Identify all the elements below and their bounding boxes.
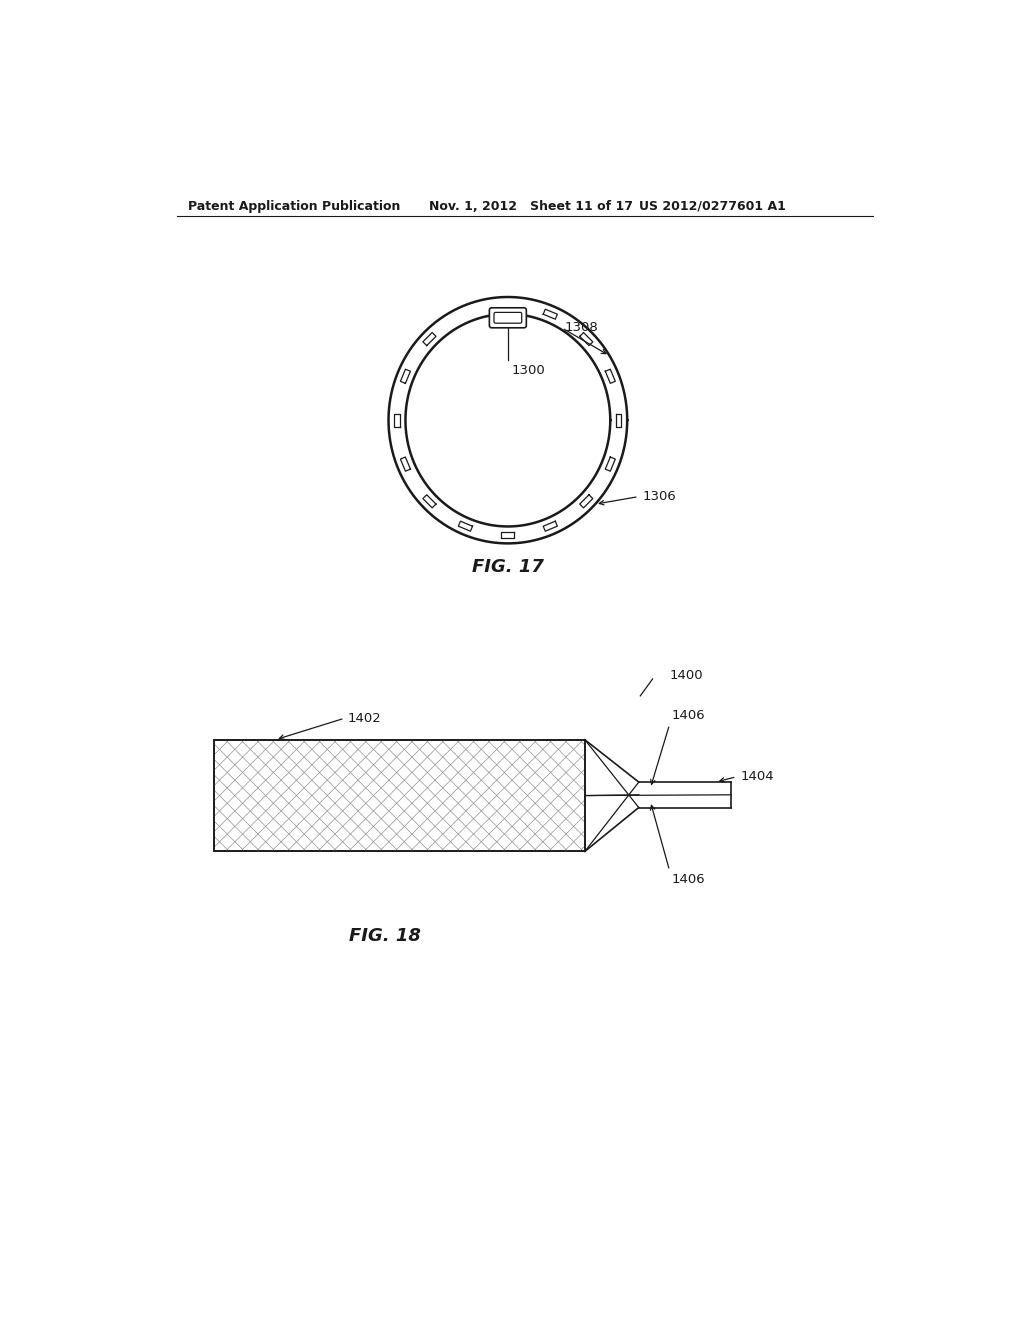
FancyBboxPatch shape <box>489 308 526 327</box>
Text: FIG. 17: FIG. 17 <box>472 557 544 576</box>
Text: 1406: 1406 <box>672 873 706 886</box>
Text: Patent Application Publication: Patent Application Publication <box>188 199 400 213</box>
Text: 1400: 1400 <box>670 669 703 682</box>
Text: FIG. 18: FIG. 18 <box>349 927 421 945</box>
Bar <box>214 739 585 851</box>
Text: 1406: 1406 <box>672 709 706 722</box>
Text: US 2012/0277601 A1: US 2012/0277601 A1 <box>639 199 785 213</box>
Text: 1402: 1402 <box>348 711 382 725</box>
Text: 1300: 1300 <box>512 364 546 378</box>
Text: 1404: 1404 <box>740 770 774 783</box>
FancyBboxPatch shape <box>494 313 521 323</box>
Text: 1306: 1306 <box>643 490 677 503</box>
Bar <box>214 739 585 851</box>
Text: 1308: 1308 <box>564 321 598 334</box>
Text: Nov. 1, 2012   Sheet 11 of 17: Nov. 1, 2012 Sheet 11 of 17 <box>429 199 633 213</box>
